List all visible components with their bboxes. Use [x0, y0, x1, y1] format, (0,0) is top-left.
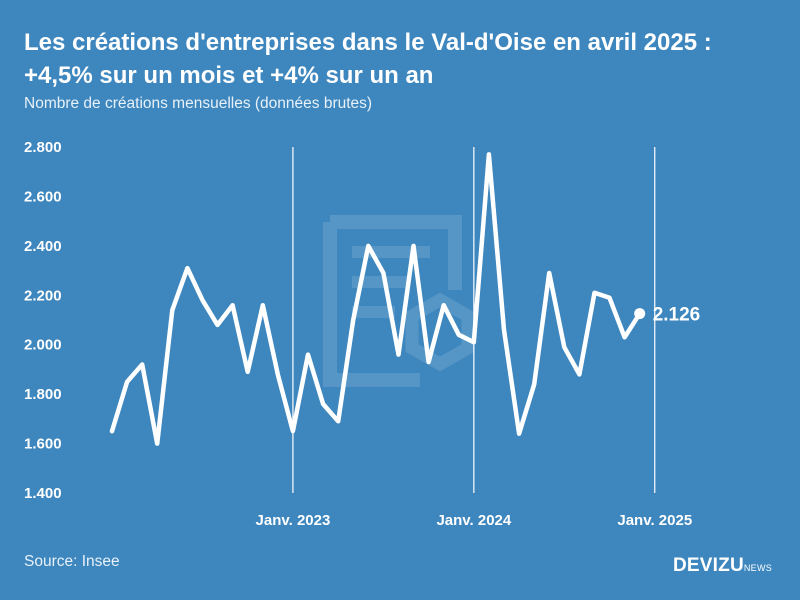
- y-tick-label: 1.400: [24, 485, 62, 502]
- y-tick-label: 2.400: [24, 238, 62, 255]
- y-tick-label: 2.000: [24, 337, 62, 354]
- brand-logo: DEVIZUNEWS: [673, 555, 772, 577]
- chart-title: Les créations d'entreprises dans le Val-…: [24, 29, 712, 89]
- source-note: Source: Insee: [24, 553, 120, 570]
- chart-subtitle: Nombre de créations mensuelles (données …: [24, 95, 373, 112]
- y-tick-label: 2.200: [24, 287, 62, 304]
- x-tick-label: Janv. 2025: [617, 512, 692, 529]
- end-marker: 2.126: [634, 305, 700, 326]
- last-value-label: 2.126: [653, 305, 701, 326]
- y-tick-label: 2.800: [24, 139, 62, 156]
- brand-name: DEVIZU: [673, 555, 744, 576]
- series-lines: [109, 152, 642, 446]
- x-tick-label: Janv. 2023: [256, 512, 331, 529]
- x-axis: Janv. 2023 Janv. 2024 Janv. 2025: [256, 512, 693, 529]
- last-point-marker: [634, 308, 646, 320]
- y-tick-label: 2.600: [24, 188, 62, 205]
- y-tick-label: 1.600: [24, 436, 62, 453]
- y-axis: 1.400 1.600 1.800 2.000 2.200 2.400 2.600 2.800: [24, 139, 62, 502]
- y-tick-label: 1.800: [24, 386, 62, 403]
- brand-suffix: NEWS: [743, 563, 773, 573]
- x-tick-label: Janv. 2024: [436, 512, 511, 529]
- series-line: [109, 152, 642, 446]
